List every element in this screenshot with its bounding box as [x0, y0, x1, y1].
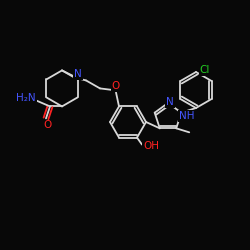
Text: NH: NH — [178, 111, 194, 121]
Text: Cl: Cl — [200, 65, 210, 75]
Text: H₂N: H₂N — [16, 94, 36, 104]
Text: OH: OH — [143, 140, 159, 150]
Text: O: O — [43, 120, 51, 130]
Text: N: N — [74, 70, 82, 80]
Text: N: N — [166, 97, 174, 107]
Text: O: O — [112, 82, 120, 92]
